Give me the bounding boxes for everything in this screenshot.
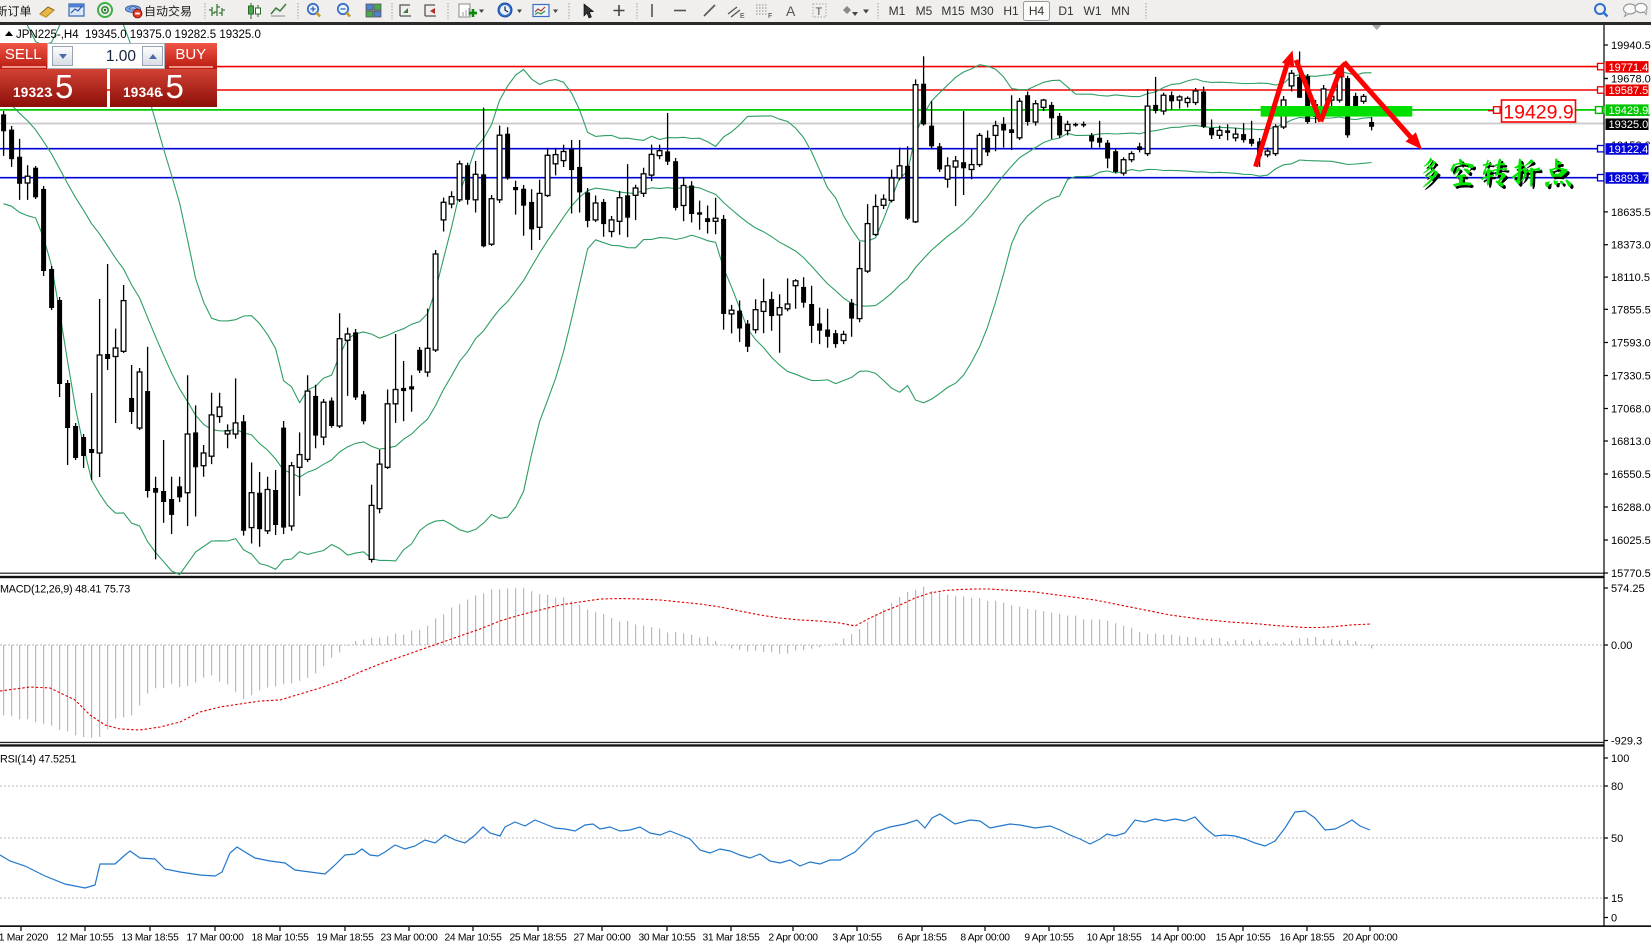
svg-text:12 Mar 10:55: 12 Mar 10:55 [56, 933, 114, 944]
svg-text:0.00: 0.00 [1611, 640, 1632, 652]
svg-text:19153.0: 19153.0 [1611, 140, 1651, 152]
svg-text:16550.5: 16550.5 [1611, 469, 1651, 481]
svg-text:50: 50 [1611, 833, 1623, 845]
svg-text:9 Apr 10:55: 9 Apr 10:55 [1024, 933, 1074, 944]
svg-text:18373.0: 18373.0 [1611, 240, 1651, 252]
svg-text:30 Mar 10:55: 30 Mar 10:55 [638, 933, 696, 944]
svg-text:19 Mar 18:55: 19 Mar 18:55 [316, 933, 374, 944]
svg-text:80: 80 [1611, 781, 1623, 793]
svg-text:15 Apr 10:55: 15 Apr 10:55 [1216, 933, 1271, 944]
svg-text:6 Apr 18:55: 6 Apr 18:55 [897, 933, 947, 944]
svg-text:-929.3: -929.3 [1611, 736, 1642, 748]
svg-text:17330.5: 17330.5 [1611, 371, 1651, 383]
svg-text:19678.0: 19678.0 [1611, 74, 1651, 86]
svg-text:D1: D1 [1058, 4, 1074, 18]
svg-text:H4: H4 [1029, 4, 1045, 18]
svg-text:24 Mar 10:55: 24 Mar 10:55 [444, 933, 502, 944]
svg-text:M5: M5 [916, 4, 933, 18]
svg-text:2 Apr 00:00: 2 Apr 00:00 [768, 933, 818, 944]
svg-text:574.25: 574.25 [1611, 583, 1645, 595]
svg-text:17 Mar 00:00: 17 Mar 00:00 [186, 933, 244, 944]
svg-text:MACD(12,26,9) 48.41 75.73: MACD(12,26,9) 48.41 75.73 [0, 584, 130, 596]
svg-text:15770.5: 15770.5 [1611, 568, 1651, 580]
svg-text:E: E [740, 13, 745, 20]
svg-text:RSI(14) 47.5251: RSI(14) 47.5251 [0, 754, 76, 766]
svg-text:MN: MN [1111, 4, 1130, 18]
svg-text:19429.9: 19429.9 [1609, 105, 1649, 117]
svg-text:17855.5: 17855.5 [1611, 304, 1651, 316]
svg-text:18893.7: 18893.7 [1609, 173, 1649, 185]
svg-text:3 Apr 10:55: 3 Apr 10:55 [832, 933, 882, 944]
svg-text:11 Mar 2020: 11 Mar 2020 [0, 933, 48, 944]
svg-text:M1: M1 [889, 4, 906, 18]
svg-text:16 Apr 18:55: 16 Apr 18:55 [1280, 933, 1335, 944]
svg-text:16813.0: 16813.0 [1611, 436, 1651, 448]
svg-text:T: T [816, 6, 823, 18]
svg-text:16025.5: 16025.5 [1611, 535, 1651, 547]
svg-text:17593.0: 17593.0 [1611, 338, 1651, 350]
svg-text:19587.5: 19587.5 [1609, 85, 1649, 97]
svg-text:27 Mar 00:00: 27 Mar 00:00 [573, 933, 631, 944]
svg-text:H1: H1 [1003, 4, 1019, 18]
svg-text:14 Apr 00:00: 14 Apr 00:00 [1151, 933, 1206, 944]
svg-text:10 Apr 18:55: 10 Apr 18:55 [1087, 933, 1142, 944]
svg-text:31 Mar 18:55: 31 Mar 18:55 [702, 933, 760, 944]
svg-text:W1: W1 [1084, 4, 1102, 18]
svg-text:25 Mar 18:55: 25 Mar 18:55 [509, 933, 567, 944]
svg-text:100: 100 [1611, 753, 1629, 765]
svg-text:M15: M15 [941, 4, 965, 18]
svg-text:15: 15 [1611, 893, 1623, 905]
svg-text:19429.9: 19429.9 [1503, 101, 1574, 123]
svg-text:19771.4: 19771.4 [1609, 62, 1649, 74]
svg-text:JPN225-,H4 19345.0 19375.0 19: JPN225-,H4 19345.0 19375.0 19282.5 19325… [16, 29, 261, 41]
svg-text:19325.0: 19325.0 [1609, 119, 1649, 131]
svg-text:18110.5: 18110.5 [1611, 272, 1650, 284]
svg-text:19122.4: 19122.4 [1609, 144, 1649, 156]
svg-text:M30: M30 [970, 4, 994, 18]
svg-text:17068.0: 17068.0 [1611, 404, 1651, 416]
svg-text:20 Apr 00:00: 20 Apr 00:00 [1343, 933, 1398, 944]
svg-text:F: F [768, 13, 772, 20]
svg-text:18 Mar 10:55: 18 Mar 10:55 [251, 933, 309, 944]
svg-text:19415.5: 19415.5 [1611, 107, 1651, 119]
svg-text:8 Apr 00:00: 8 Apr 00:00 [960, 933, 1010, 944]
svg-text:23 Mar 00:00: 23 Mar 00:00 [380, 933, 438, 944]
svg-text:19940.5: 19940.5 [1611, 40, 1651, 52]
svg-text:16288.0: 16288.0 [1611, 502, 1651, 514]
svg-text:13 Mar 18:55: 13 Mar 18:55 [121, 933, 179, 944]
svg-text:A: A [786, 3, 796, 19]
svg-text:18635.5: 18635.5 [1611, 207, 1651, 219]
svg-text:0: 0 [1611, 913, 1617, 925]
